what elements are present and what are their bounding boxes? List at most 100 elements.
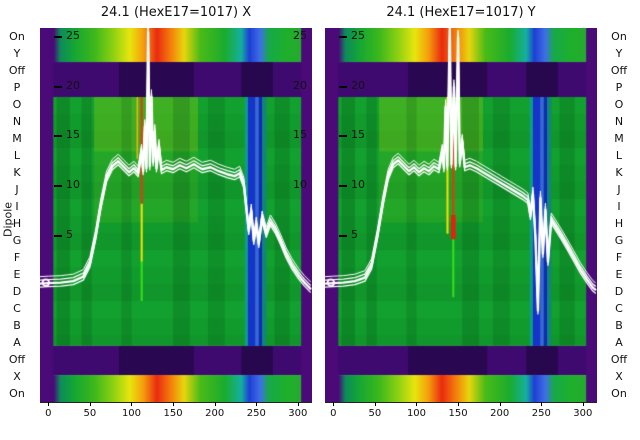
x-tick-label: 150 <box>448 408 468 419</box>
value-tick-label: 20 <box>66 78 80 92</box>
x-tick-mark <box>458 402 460 406</box>
row-label-left: E <box>13 268 21 281</box>
row-label-left: Off <box>8 353 26 366</box>
x-tick-mark <box>582 402 584 406</box>
x-tick-label: 50 <box>368 408 382 419</box>
value-tick-label: 10 <box>66 178 80 192</box>
row-label-right: F <box>615 251 623 264</box>
row-label-left: Off <box>8 64 26 77</box>
row-label-left: O <box>12 98 22 111</box>
row-label-left: F <box>13 251 21 264</box>
row-label-left: C <box>13 302 21 315</box>
row-label-left: D <box>12 285 22 298</box>
row-label-right: On <box>611 387 627 400</box>
value-tick-label-right: 10 <box>293 178 307 192</box>
x-tick-mark <box>499 402 501 406</box>
value-tick-mark <box>54 35 62 38</box>
x-tick-mark <box>214 402 216 406</box>
row-label-right: G <box>614 234 624 247</box>
x-tick-label: 50 <box>83 408 97 419</box>
row-label-right: E <box>615 268 623 281</box>
x-tick-mark <box>89 402 91 406</box>
value-tick-label: 15 <box>66 128 80 142</box>
x-tick-label: 100 <box>121 408 142 419</box>
row-label-left: X <box>13 370 21 383</box>
x-tick-label: 150 <box>163 408 183 419</box>
value-tick-mark <box>339 135 347 138</box>
value-tick-label: 5 <box>351 227 358 241</box>
row-label-right: H <box>614 217 624 230</box>
value-tick-label-right: 15 <box>293 128 307 142</box>
row-label-left: L <box>13 149 21 162</box>
row-label-left: M <box>12 132 22 145</box>
row-label-right: D <box>614 285 624 298</box>
x-tick-label: 0 <box>330 408 337 419</box>
row-label-left: A <box>13 336 21 349</box>
x-tick-mark <box>173 402 175 406</box>
row-label-right: N <box>614 115 624 128</box>
value-tick-mark <box>54 185 62 188</box>
row-label-right: A <box>615 336 623 349</box>
heatmap-plot-x <box>40 28 312 403</box>
x-tick-label: 250 <box>531 408 551 419</box>
value-tick-label: 5 <box>66 227 73 241</box>
row-label-left: N <box>12 115 22 128</box>
value-tick-label: 15 <box>351 128 365 142</box>
row-label-right: Off <box>610 64 628 77</box>
x-tick-mark <box>48 402 50 406</box>
row-label-right: L <box>615 149 623 162</box>
value-tick-mark <box>339 185 347 188</box>
row-label-right: M <box>614 132 624 145</box>
panel-title-x: 24.1 (HexE17=1017) X <box>100 5 252 20</box>
x-tick-label: 200 <box>205 408 225 419</box>
value-tick-mark <box>339 85 347 88</box>
row-label-right: O <box>614 98 624 111</box>
x-tick-mark <box>256 402 258 406</box>
x-tick-label: 0 <box>45 408 52 419</box>
row-label-right: P <box>615 81 623 94</box>
row-label-right: Off <box>610 353 628 366</box>
panel-y: 24.1 (HexE17=1017) Y 25 20 15 10 5 0 50 100 150 2… <box>325 5 597 419</box>
row-label-left: J <box>15 183 19 196</box>
row-label-right: J <box>617 183 621 196</box>
value-tick-label-right: 20 <box>293 78 307 92</box>
row-label-right: C <box>615 302 623 315</box>
row-label-right: X <box>615 370 623 383</box>
row-label-left: K <box>13 166 21 179</box>
heatmap-plot-y <box>325 28 597 403</box>
x-tick-label: 100 <box>406 408 427 419</box>
row-label-left: H <box>12 217 22 230</box>
value-tick-label: 25 <box>66 28 80 42</box>
value-tick-mark <box>54 85 62 88</box>
x-tick-mark <box>416 402 418 406</box>
row-label-right: K <box>615 166 623 179</box>
value-tick-mark <box>54 135 62 138</box>
x-tick-mark <box>131 402 133 406</box>
row-label-right: On <box>611 30 627 43</box>
x-tick-label: 300 <box>573 408 593 419</box>
value-tick-mark <box>339 35 347 38</box>
row-label-right: Y <box>615 47 623 60</box>
x-tick-label: 250 <box>246 408 266 419</box>
value-tick-mark <box>339 234 347 237</box>
row-label-left: Y <box>13 47 21 60</box>
x-tick-label: 200 <box>490 408 510 419</box>
row-label-right: I <box>617 200 621 213</box>
x-tick-mark <box>333 402 335 406</box>
value-tick-label: 20 <box>351 78 365 92</box>
value-tick-label: 25 <box>351 28 365 42</box>
x-tick-label: 300 <box>288 408 308 419</box>
panel-title-y: 24.1 (HexE17=1017) Y <box>386 5 536 20</box>
row-label-left: P <box>13 81 21 94</box>
row-label-left: G <box>12 234 22 247</box>
x-tick-mark <box>541 402 543 406</box>
row-label-left: I <box>15 200 19 213</box>
row-label-left: B <box>13 319 21 332</box>
x-tick-mark <box>297 402 299 406</box>
panel-x: 24.1 (HexE17=1017) X 25 20 15 10 5 25 20 15 10 0 5… <box>40 5 312 419</box>
value-tick-mark <box>54 234 62 237</box>
row-label-right: B <box>615 319 623 332</box>
x-tick-mark <box>374 402 376 406</box>
value-tick-label: 10 <box>351 178 365 192</box>
